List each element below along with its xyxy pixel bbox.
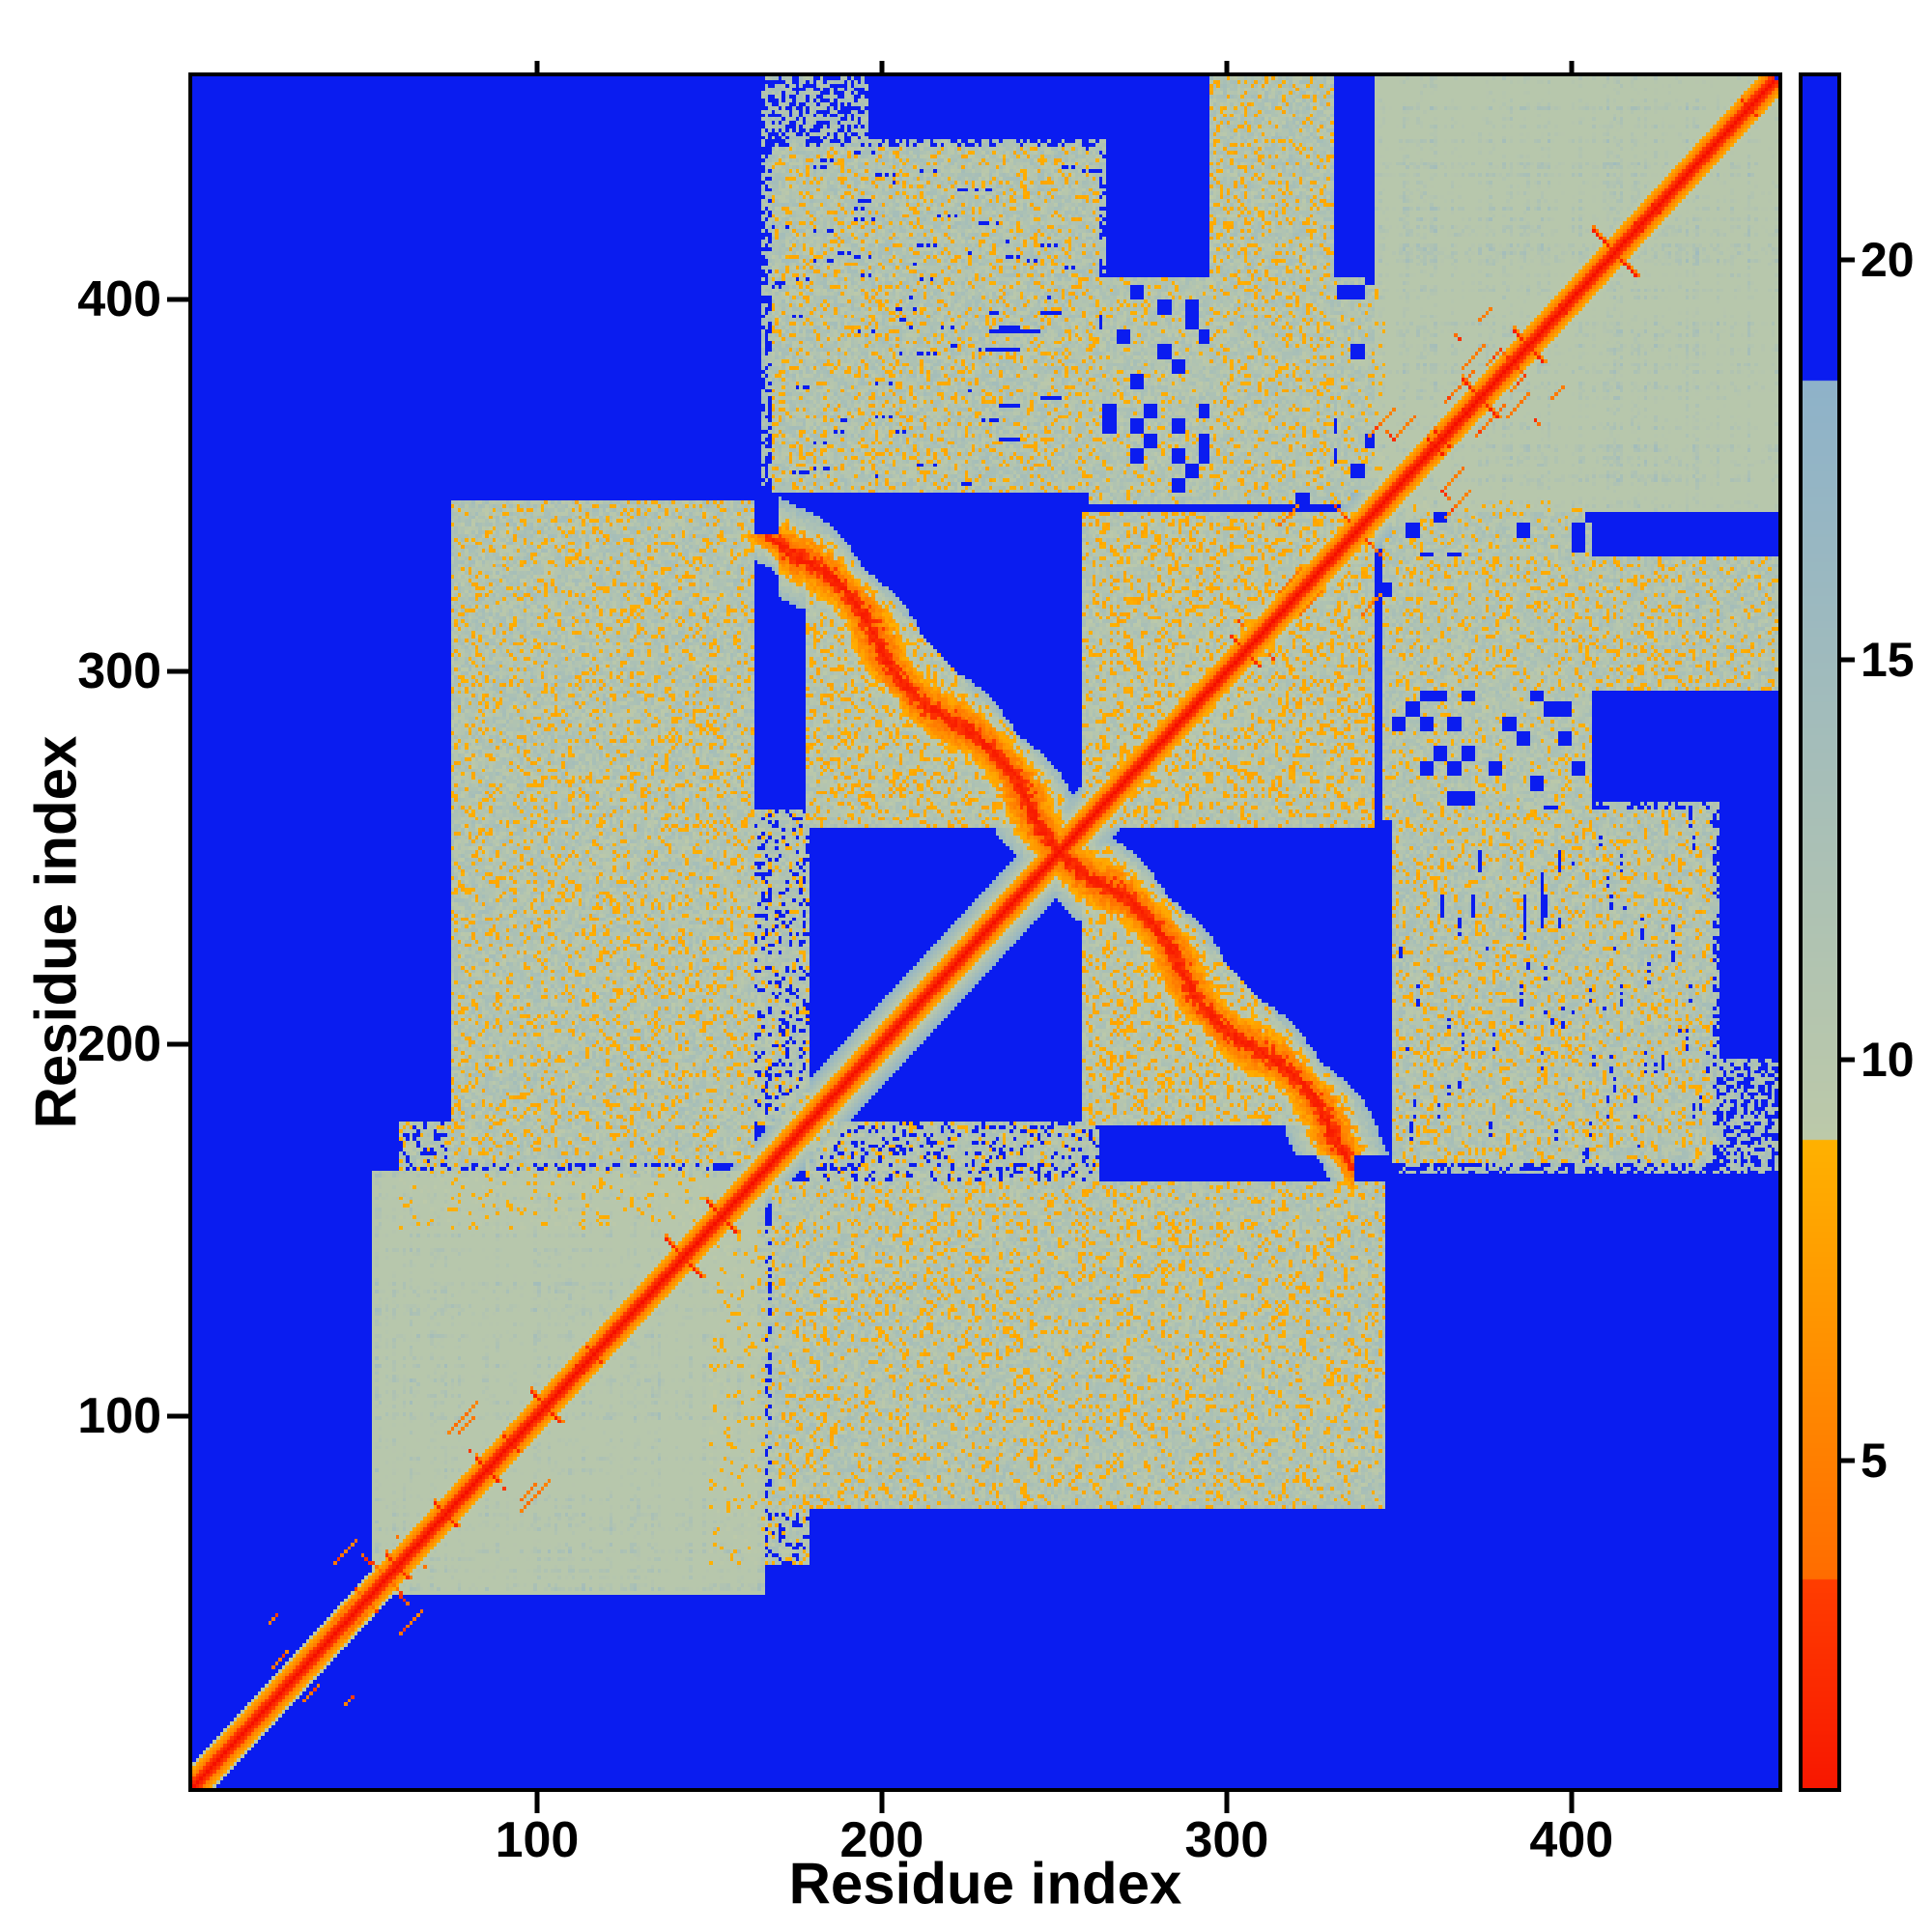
y-axis-tick xyxy=(167,668,188,674)
x-axis-tick xyxy=(1569,1792,1575,1813)
x-axis-tick xyxy=(1224,1792,1230,1813)
colorbar-tick xyxy=(1841,657,1855,663)
colorbar-canvas xyxy=(1803,76,1837,1788)
x-axis-top-tick xyxy=(534,61,540,72)
y-tick-label: 300 xyxy=(77,643,161,700)
colorbar-tick xyxy=(1841,1057,1855,1063)
x-tick-label: 200 xyxy=(839,1812,924,1868)
colorbar-tick xyxy=(1841,257,1855,263)
x-axis-top-tick xyxy=(1569,61,1575,72)
x-axis-top-tick xyxy=(1224,61,1230,72)
plot-area: 100 200 300 400 100 200 300 400 xyxy=(77,61,1782,1868)
y-tick-label: 100 xyxy=(77,1387,161,1444)
x-tick-label: 400 xyxy=(1529,1812,1614,1868)
y-axis-tick xyxy=(167,297,188,302)
colorbar-tick-label: 10 xyxy=(1861,1033,1915,1088)
y-tick-label: 400 xyxy=(77,271,161,328)
heatmap-canvas xyxy=(192,76,1778,1788)
colorbar: 5 10 15 20 xyxy=(1799,72,1915,1792)
x-axis-label: Residue index xyxy=(788,1851,1182,1917)
x-tick-label: 100 xyxy=(495,1812,580,1868)
colorbar-tick-label: 5 xyxy=(1861,1433,1888,1488)
x-axis-top-tick xyxy=(879,61,885,72)
y-axis-tick xyxy=(167,1413,188,1419)
y-axis-tick xyxy=(167,1041,188,1047)
colorbar-tick-label: 20 xyxy=(1861,233,1915,288)
colorbar-tick xyxy=(1841,1458,1855,1463)
colorbar-tick-label: 15 xyxy=(1861,633,1915,688)
x-tick-label: 300 xyxy=(1184,1812,1269,1868)
x-axis-tick xyxy=(879,1792,885,1813)
x-axis-tick xyxy=(534,1792,540,1813)
y-tick-label: 200 xyxy=(77,1015,161,1072)
